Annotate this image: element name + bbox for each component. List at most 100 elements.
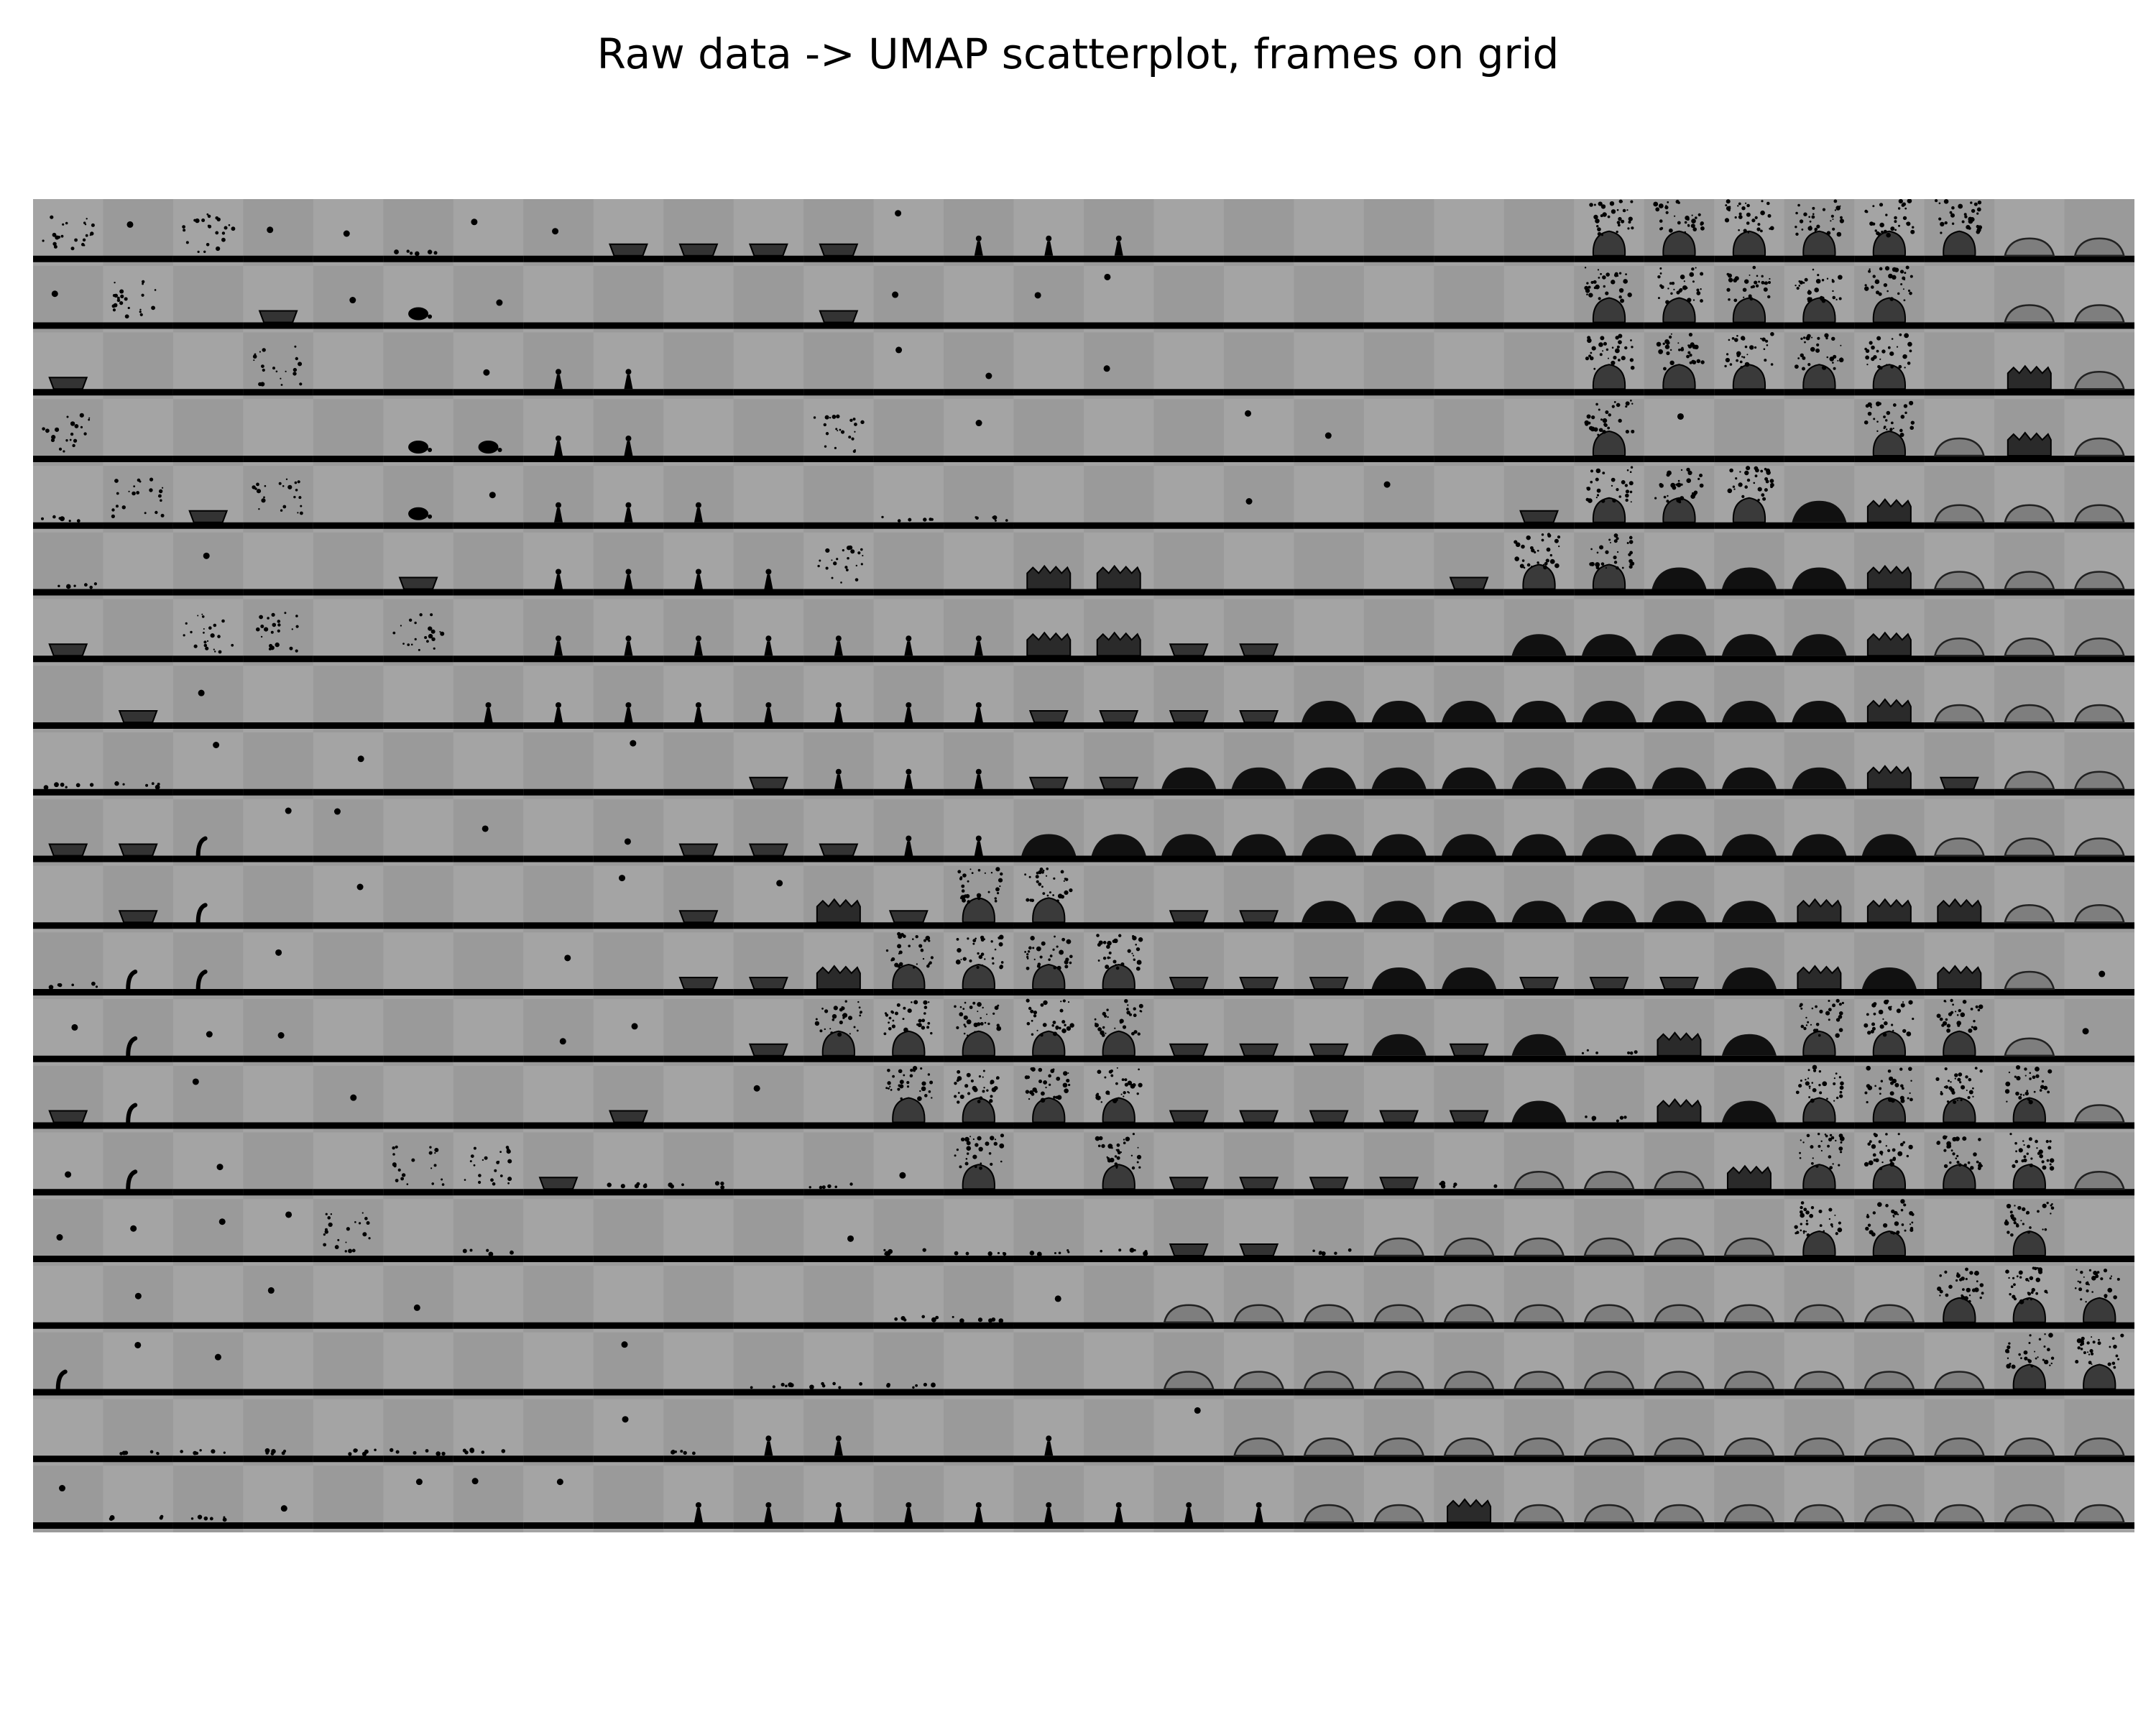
substrate-line xyxy=(1084,522,1155,529)
spray-droplet xyxy=(324,1230,328,1234)
jet-tip-droplet xyxy=(556,502,562,508)
substrate-line xyxy=(1294,1455,1365,1463)
ejected-droplet xyxy=(1733,488,1736,490)
spreading-film xyxy=(748,776,788,790)
relaxed-dome xyxy=(1723,1371,1775,1390)
relaxed-dome xyxy=(1653,1504,1705,1524)
ejected-droplet xyxy=(1736,351,1741,356)
ejected-droplet xyxy=(1097,1070,1102,1075)
substrate-line xyxy=(1714,1256,1785,1262)
frame-background xyxy=(1574,999,1645,1067)
ejected-droplet xyxy=(2103,1269,2108,1273)
ejected-droplet xyxy=(1873,1002,1877,1006)
frame-background xyxy=(172,1399,244,1466)
frame-background xyxy=(1013,1266,1084,1333)
frame-empty xyxy=(1013,399,1084,466)
ejected-droplet xyxy=(1812,206,1815,210)
sessile-dome xyxy=(1721,967,1777,989)
substrate-line xyxy=(33,922,104,929)
ejected-droplet xyxy=(1957,1099,1958,1101)
substrate-line xyxy=(1434,456,1505,462)
frame-background xyxy=(172,1065,244,1133)
substrate-line xyxy=(1644,255,1715,262)
substrate-line xyxy=(663,1256,734,1262)
frame-dome xyxy=(1223,799,1294,867)
frame-drop xyxy=(33,999,104,1067)
ejected-droplet xyxy=(956,937,959,941)
satellite-droplet xyxy=(486,1248,489,1252)
frame-dome-outline xyxy=(1994,1466,2065,1532)
frame-background xyxy=(453,199,524,267)
ejected-droplet xyxy=(1805,1078,1807,1081)
spray-droplet xyxy=(478,1180,482,1184)
frame-background xyxy=(172,1332,244,1400)
spray-droplet xyxy=(819,559,821,562)
ejected-droplet xyxy=(1833,1082,1836,1085)
frame-empty xyxy=(453,865,524,933)
substrate-line xyxy=(1924,1322,1995,1329)
frame-pan xyxy=(103,799,174,867)
frame-background xyxy=(383,1065,454,1133)
ejected-droplet xyxy=(888,1087,890,1090)
frame-background xyxy=(172,265,244,334)
substrate-line xyxy=(1013,522,1084,529)
frame-background xyxy=(944,1332,1015,1400)
spray-droplet xyxy=(203,640,207,644)
splash-body xyxy=(1943,1030,1976,1057)
frame-needle xyxy=(523,332,594,400)
ejected-droplet xyxy=(1112,960,1117,964)
ejected-droplet xyxy=(1616,551,1619,553)
ejected-droplet xyxy=(2026,1210,2030,1215)
ejected-droplet xyxy=(1658,349,1664,354)
ejected-droplet xyxy=(1593,214,1598,220)
ejected-droplet xyxy=(2042,1358,2045,1361)
droplet-mark xyxy=(895,346,903,354)
ejected-droplet xyxy=(1042,892,1046,895)
substrate-line xyxy=(103,1256,174,1262)
ejected-droplet xyxy=(1799,1151,1801,1154)
ejected-droplet xyxy=(1756,275,1759,277)
ejected-droplet xyxy=(2092,1278,2094,1280)
ejected-droplet xyxy=(982,1076,984,1078)
ejected-droplet xyxy=(1595,562,1600,567)
frame-splash xyxy=(1644,265,1715,334)
frame-pan xyxy=(873,865,944,933)
substrate-line xyxy=(733,589,804,596)
sessile-dome xyxy=(1721,567,1777,589)
sessile-dome xyxy=(1511,767,1567,789)
ejected-droplet xyxy=(1046,868,1049,870)
ejected-droplet xyxy=(1603,341,1607,346)
substrate-line xyxy=(1013,1256,1084,1262)
droplet-mark xyxy=(1383,481,1391,488)
sessile-dome xyxy=(1442,701,1497,722)
spreading-film xyxy=(1239,1043,1279,1057)
ejected-droplet xyxy=(1132,934,1135,938)
ejected-droplet xyxy=(1814,230,1817,232)
spray-droplet xyxy=(70,247,75,251)
frame-dome-outline xyxy=(1294,1399,1365,1466)
ejected-droplet xyxy=(1026,955,1029,959)
frame-dome-outline xyxy=(1994,799,2065,867)
substrate-line xyxy=(1714,1322,1785,1329)
ejected-droplet xyxy=(959,1165,962,1169)
ejected-droplet xyxy=(1825,1011,1830,1016)
substrate-line xyxy=(1363,456,1434,462)
ejected-droplet xyxy=(1829,1166,1833,1169)
ejected-droplet xyxy=(986,1089,989,1092)
ejected-droplet xyxy=(1697,213,1701,216)
frame-dots xyxy=(33,932,104,1000)
crown-splash xyxy=(1096,564,1141,590)
ejected-droplet xyxy=(2007,1345,2011,1349)
frame-empty xyxy=(313,1332,384,1400)
ejected-droplet xyxy=(1877,232,1881,236)
frame-drop xyxy=(523,199,594,267)
ejected-droplet xyxy=(2027,1359,2032,1363)
substrate-line xyxy=(103,322,174,329)
sessile-dome xyxy=(1792,767,1847,789)
satellite-droplet xyxy=(1133,1248,1136,1252)
ejected-droplet xyxy=(1901,203,1905,207)
relaxed-dome xyxy=(2004,970,2055,990)
crown-splash xyxy=(1026,564,1072,590)
frame-background xyxy=(593,1199,664,1266)
frame-drop xyxy=(593,1332,664,1400)
